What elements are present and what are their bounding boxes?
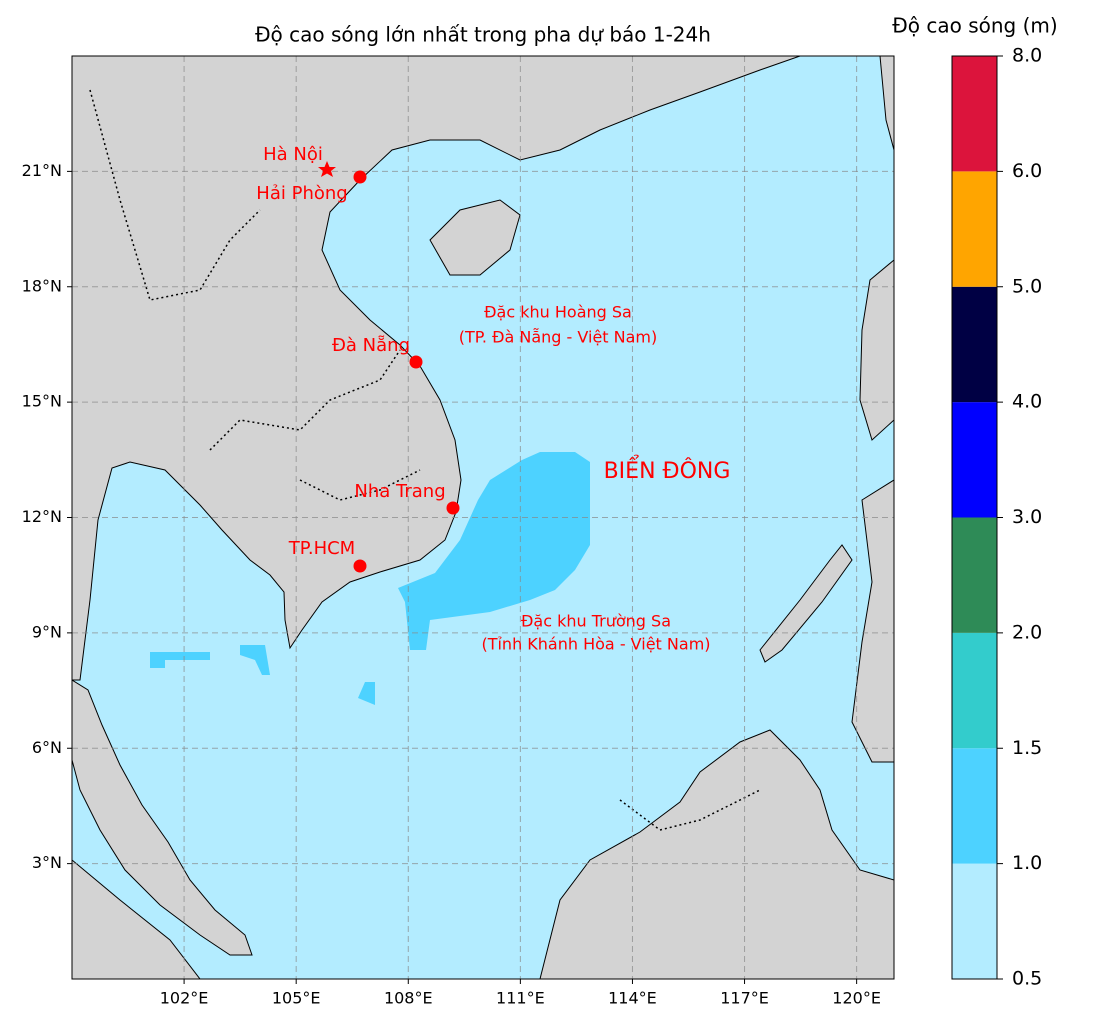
lat-tick-label: 12°N (22, 507, 62, 526)
colorbar-title: Độ cao sóng (m) (892, 14, 1057, 38)
colorbar-tick-label: 8.0 (1012, 45, 1042, 67)
colorbar: 0.5 1.0 1.5 2.0 3.0 4.0 5.0 6.0 8.0 (952, 45, 1042, 990)
colorbar-segment (952, 632, 997, 749)
colorbar-segment (952, 56, 997, 172)
colorbar-segment (952, 863, 997, 979)
wave-field (150, 652, 210, 668)
lat-tick-label: 3°N (32, 853, 62, 872)
colorbar-tick-label: 2.0 (1012, 621, 1042, 643)
lon-tick-label: 108°E (384, 989, 433, 1008)
lat-tick-label: 18°N (22, 276, 62, 295)
city-marker (446, 501, 460, 515)
colorbar-segment (952, 171, 997, 287)
city-label: Hải Phòng (256, 183, 347, 204)
city-label: Nha Trang (354, 481, 445, 502)
region-label: Đặc khu Hoàng Sa (484, 303, 632, 322)
malay-peninsula (72, 679, 253, 956)
lat-tick-label: 21°N (22, 161, 62, 180)
capital-marker (318, 161, 336, 177)
colorbar-tick-label: 1.5 (1012, 737, 1042, 759)
city-label: TP.HCM (288, 538, 355, 559)
wave-field (240, 645, 270, 675)
colorbar-segment (952, 748, 997, 864)
visayas-mindanao (851, 479, 894, 763)
map-ticks: 102°E 105°E 108°E 111°E 114°E 117°E 120°E 3°N 6°… (22, 161, 881, 1008)
region-label: (Tỉnh Khánh Hòa - Việt Nam) (481, 635, 710, 654)
city-marker (353, 170, 367, 184)
colorbar-segment (952, 517, 997, 633)
lat-tick-label: 15°N (22, 392, 62, 411)
map-title: Độ cao sóng lớn nhất trong pha dự báo 1-… (255, 23, 711, 47)
lon-tick-label: 111°E (496, 989, 545, 1008)
city-label: Hà Nội (263, 144, 323, 165)
sea-label: BIỂN ĐÔNG (604, 456, 731, 484)
lon-tick-label: 117°E (720, 989, 769, 1008)
colorbar-segment (952, 286, 997, 403)
lon-tick-label: 105°E (272, 989, 321, 1008)
city-label: Đà Nẵng (332, 335, 410, 356)
taiwan (879, 56, 894, 151)
lat-tick-label: 9°N (32, 622, 62, 641)
colorbar-frame (951, 55, 998, 980)
city-marker (409, 355, 423, 369)
graticule (72, 56, 894, 979)
map-area (72, 56, 894, 979)
wave-field (358, 682, 375, 705)
hainan (429, 199, 521, 276)
colorbar-tick-label: 4.0 (1012, 391, 1042, 413)
lon-tick-label: 102°E (160, 989, 209, 1008)
colorbar-tick-label: 5.0 (1012, 275, 1042, 297)
colorbar-tick-label: 3.0 (1012, 506, 1042, 528)
region-label: Đặc khu Trường Sa (521, 612, 671, 631)
lat-tick-label: 6°N (32, 738, 62, 757)
colorbar-segment (952, 402, 997, 518)
lon-tick-label: 114°E (608, 989, 657, 1008)
luzon (859, 259, 894, 441)
colorbar-tick-label: 0.5 (1012, 968, 1042, 990)
border (89, 89, 421, 501)
sumatra (72, 859, 201, 979)
colorbar-tick-label: 6.0 (1012, 160, 1042, 182)
colorbar-tick-label: 1.0 (1012, 852, 1042, 874)
wave-field (398, 452, 590, 650)
region-label: (TP. Đà Nẵng - Việt Nam) (459, 328, 658, 347)
city-marker (353, 559, 367, 573)
lon-tick-label: 120°E (832, 989, 881, 1008)
borneo (539, 729, 894, 979)
border (619, 789, 761, 831)
